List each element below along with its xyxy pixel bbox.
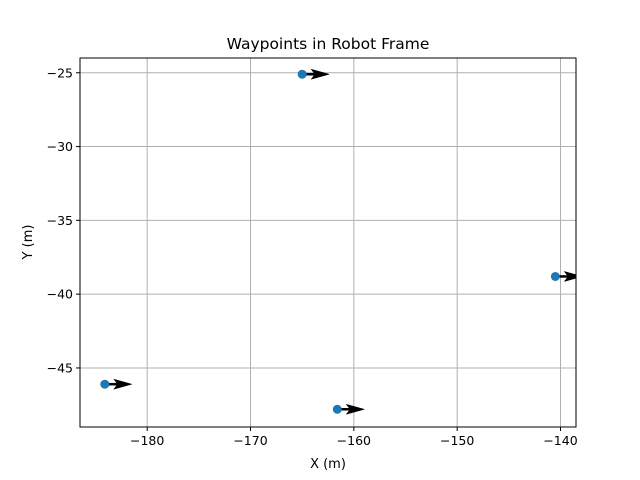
waypoint-marker: [100, 379, 110, 389]
y-tick-label: −45: [47, 360, 73, 375]
y-tick-label: −25: [47, 65, 73, 80]
waypoint-marker: [332, 404, 342, 414]
x-tick-label: −160: [337, 433, 371, 448]
data-marks: [100, 68, 576, 415]
chart-title: Waypoints in Robot Frame: [227, 35, 430, 53]
y-tick-label: −35: [47, 213, 73, 228]
waypoint-marker: [297, 69, 307, 79]
y-axis-label: Y (m): [21, 225, 36, 261]
plot-frame: [79, 57, 577, 428]
x-tick-label: −150: [440, 433, 474, 448]
x-tick-label: −140: [543, 433, 577, 448]
y-tick-label: −40: [47, 287, 73, 302]
x-tick-label: −170: [233, 433, 267, 448]
grid: [80, 58, 576, 427]
x-tick-label: −180: [130, 433, 164, 448]
x-axis-label: X (m): [310, 457, 346, 472]
y-tick-label: −30: [47, 139, 73, 154]
waypoint-marker: [550, 271, 560, 281]
axis-ticks: −180 −170 −160 −150 −140 −25 −30 −35 −40 −45: [47, 65, 578, 448]
